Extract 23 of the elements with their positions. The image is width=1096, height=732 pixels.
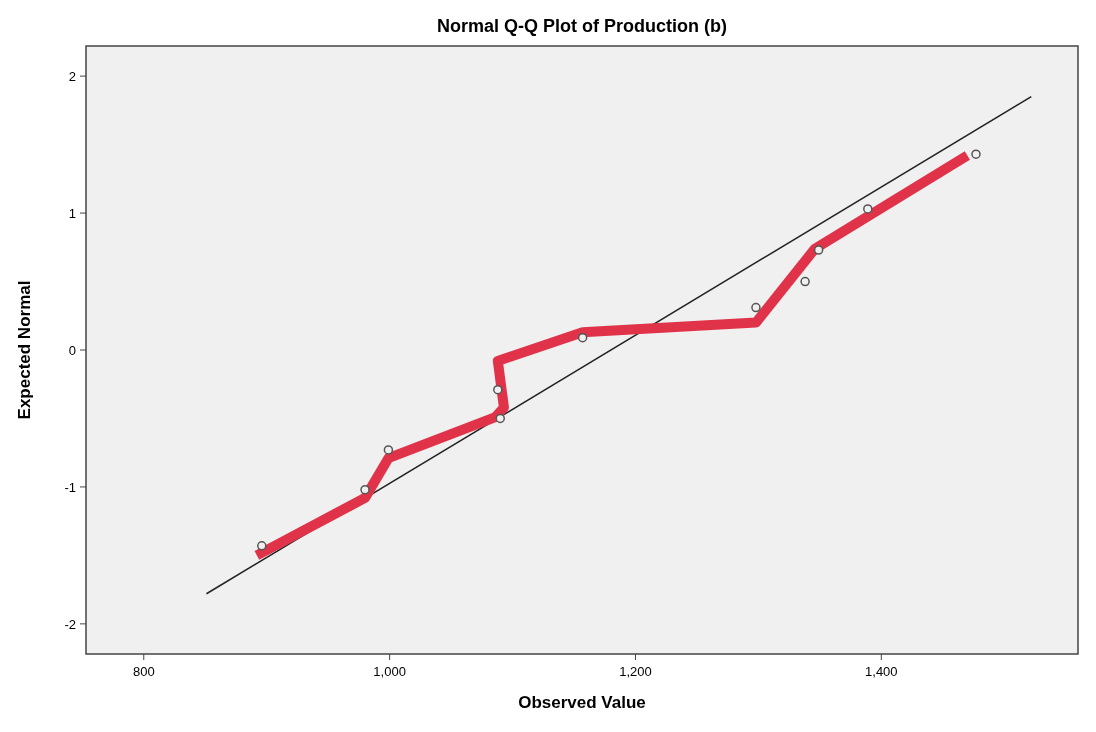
point <box>751 302 761 313</box>
y-tick-label: -2 <box>64 616 76 632</box>
point <box>495 413 505 424</box>
y-axis-title: Expected Normal <box>15 280 34 420</box>
point <box>971 149 981 159</box>
point <box>360 484 370 495</box>
point <box>800 276 810 287</box>
point <box>863 204 873 214</box>
point <box>493 384 503 395</box>
x-axis-title: Observed Value <box>518 693 646 712</box>
y-tick-label: -1 <box>64 479 76 495</box>
point <box>383 445 394 455</box>
x-tick-label: 1,000 <box>373 664 406 679</box>
point <box>257 541 267 551</box>
x-tick-label: 1,400 <box>865 664 898 679</box>
chart-title: Normal Q-Q Plot of Production (b) <box>437 16 727 36</box>
point <box>813 245 824 255</box>
y-tick-label: 2 <box>68 69 76 85</box>
x-tick-label: 800 <box>132 664 155 679</box>
x-tick-label: 1,200 <box>619 664 652 679</box>
y-tick-label: 1 <box>68 206 76 222</box>
point <box>577 332 588 343</box>
y-tick-label: 0 <box>68 343 76 358</box>
